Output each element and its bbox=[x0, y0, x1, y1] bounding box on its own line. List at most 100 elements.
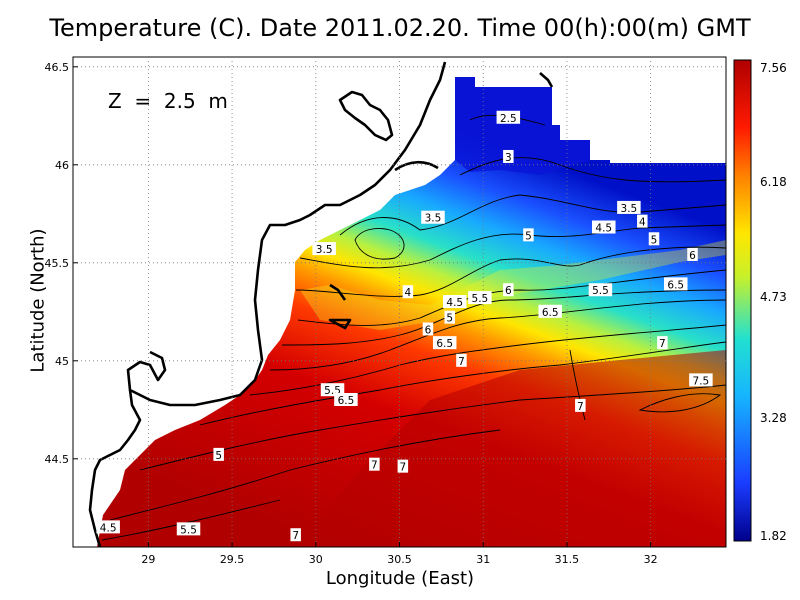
contour-label: 6.5 bbox=[664, 277, 688, 291]
contour-label: 6.5 bbox=[432, 336, 457, 350]
contour-label-bg bbox=[689, 373, 713, 387]
y-tick-label: 46.5 bbox=[45, 61, 70, 74]
y-tick-label: 45.5 bbox=[45, 257, 70, 270]
contour-label-text: 6 bbox=[505, 285, 512, 297]
contour-label-bg bbox=[468, 291, 492, 305]
contour-label: 4.5 bbox=[592, 220, 616, 235]
contour-label-bg bbox=[648, 232, 660, 246]
contour-label: 7 bbox=[456, 353, 467, 368]
contour-label-bg bbox=[687, 247, 698, 261]
figure-title: Temperature (C). Date 2011.02.20. Time 0… bbox=[49, 14, 751, 42]
contour-label: 5.5 bbox=[320, 383, 345, 397]
colorbar-tick-label: 7.56 bbox=[760, 61, 787, 75]
coastline bbox=[88, 61, 554, 548]
contour-label: 7 bbox=[575, 398, 586, 413]
contour-label-text: 3.5 bbox=[621, 203, 638, 215]
colorbar-tick-label: 6.18 bbox=[760, 175, 787, 189]
contour-label: 3.5 bbox=[421, 210, 445, 225]
contour-label-bg bbox=[503, 283, 514, 297]
contour-label-text: 6.5 bbox=[338, 395, 355, 407]
contour-label: 6 bbox=[503, 283, 514, 297]
y-tick-label: 46 bbox=[55, 159, 69, 172]
contour-label-text: 4.5 bbox=[595, 223, 612, 235]
colorbar-ticks: 7.56 6.18 4.73 3.28 1.82 bbox=[760, 61, 787, 543]
contour-label-text: 5.5 bbox=[180, 524, 197, 536]
contour-label-bg bbox=[588, 283, 613, 297]
contour-label-bg bbox=[657, 336, 668, 350]
contour-label: 7 bbox=[657, 336, 668, 350]
contour-label: 5 bbox=[648, 232, 660, 246]
contour-label: 6.5 bbox=[334, 393, 358, 407]
contour-label: 5 bbox=[444, 310, 455, 325]
contour-label-text: 4.5 bbox=[446, 297, 463, 309]
y-tick-label: 44.5 bbox=[45, 453, 70, 466]
depth-label: Z = 2.5 m bbox=[108, 89, 228, 113]
contour-label: 4 bbox=[637, 214, 648, 229]
contour-label-bg bbox=[213, 447, 224, 461]
contour-label-bg bbox=[432, 336, 457, 350]
y-ticks: 46.5 46 45.5 45 44.5 bbox=[45, 61, 78, 466]
contour-label: 4 bbox=[402, 285, 414, 299]
contour-label: 4.5 bbox=[96, 520, 120, 534]
contour-label-bg bbox=[575, 398, 586, 412]
contour-label-text: 4 bbox=[639, 217, 646, 229]
contour-label-bg bbox=[312, 242, 336, 256]
contour-label-text: 5 bbox=[651, 234, 658, 246]
contour-label-text: 6 bbox=[689, 250, 696, 262]
contour-label-bg bbox=[320, 383, 345, 397]
contour-label: 6 bbox=[687, 247, 698, 262]
x-tick-label: 30 bbox=[309, 553, 323, 566]
contour-label: 7 bbox=[397, 459, 409, 474]
contour-label-text: 7 bbox=[400, 462, 407, 474]
contour-label: 3.5 bbox=[312, 242, 336, 256]
contour-label-text: 4 bbox=[405, 287, 412, 299]
contour-label: 4.5 bbox=[443, 295, 467, 309]
colorbar bbox=[733, 59, 752, 542]
contour-label-bg bbox=[421, 210, 445, 224]
contour-label-bg bbox=[664, 277, 688, 291]
contour-label-text: 3 bbox=[505, 152, 512, 164]
colorbar-tick-label: 3.28 bbox=[760, 411, 787, 425]
contour-label-text: 6.5 bbox=[667, 279, 684, 291]
contour-lines bbox=[101, 114, 726, 541]
contour-label-text: 2.5 bbox=[500, 113, 517, 125]
contour-label: 7.5 bbox=[689, 373, 713, 387]
contour-label-text: 5.5 bbox=[592, 285, 609, 297]
contour-label: 5.5 bbox=[468, 291, 492, 305]
contour-label: 5.5 bbox=[176, 522, 201, 536]
contour-label-text: 5.5 bbox=[472, 293, 489, 305]
contour-label-text: 3.5 bbox=[316, 244, 333, 256]
colorbar-tick-label: 4.73 bbox=[760, 290, 787, 304]
contour-label: 6.5 bbox=[538, 304, 562, 319]
contour-label-bg bbox=[176, 522, 201, 536]
x-tick-label: 32 bbox=[644, 553, 658, 566]
contour-label-bg bbox=[444, 310, 455, 324]
contour-label: 5.5 bbox=[588, 283, 613, 297]
x-tick-label: 29.5 bbox=[220, 553, 245, 566]
contour-label-bg bbox=[637, 214, 648, 228]
contour-label-text: 7.5 bbox=[693, 375, 710, 387]
contour-label-bg bbox=[443, 295, 467, 308]
contour-label: 2.5 bbox=[496, 110, 521, 125]
contour-label-bg bbox=[290, 528, 301, 542]
contour-label-text: 6 bbox=[425, 324, 432, 336]
contour-label-bg bbox=[334, 393, 358, 406]
contour-label-text: 7 bbox=[371, 460, 378, 472]
contour-label-bg bbox=[369, 457, 380, 471]
contour-label-text: 7 bbox=[458, 356, 465, 368]
x-tick-label: 31 bbox=[476, 553, 490, 566]
contour-label-bg bbox=[592, 220, 616, 234]
contour-label: 7 bbox=[369, 457, 380, 472]
contour-label-text: 6.5 bbox=[542, 307, 559, 319]
contour-label-bg bbox=[96, 520, 120, 534]
y-tick-label: 45 bbox=[55, 355, 69, 368]
contour-label-bg bbox=[617, 200, 641, 214]
x-tick-label: 31.5 bbox=[555, 553, 580, 566]
contour-label-text: 7 bbox=[577, 401, 584, 413]
contour-label-bg bbox=[422, 322, 434, 336]
contour-label-bg bbox=[538, 304, 562, 318]
contour-label-bg bbox=[523, 228, 534, 242]
contour-label-bg bbox=[397, 459, 409, 473]
contour-label-text: 4.5 bbox=[100, 522, 117, 534]
